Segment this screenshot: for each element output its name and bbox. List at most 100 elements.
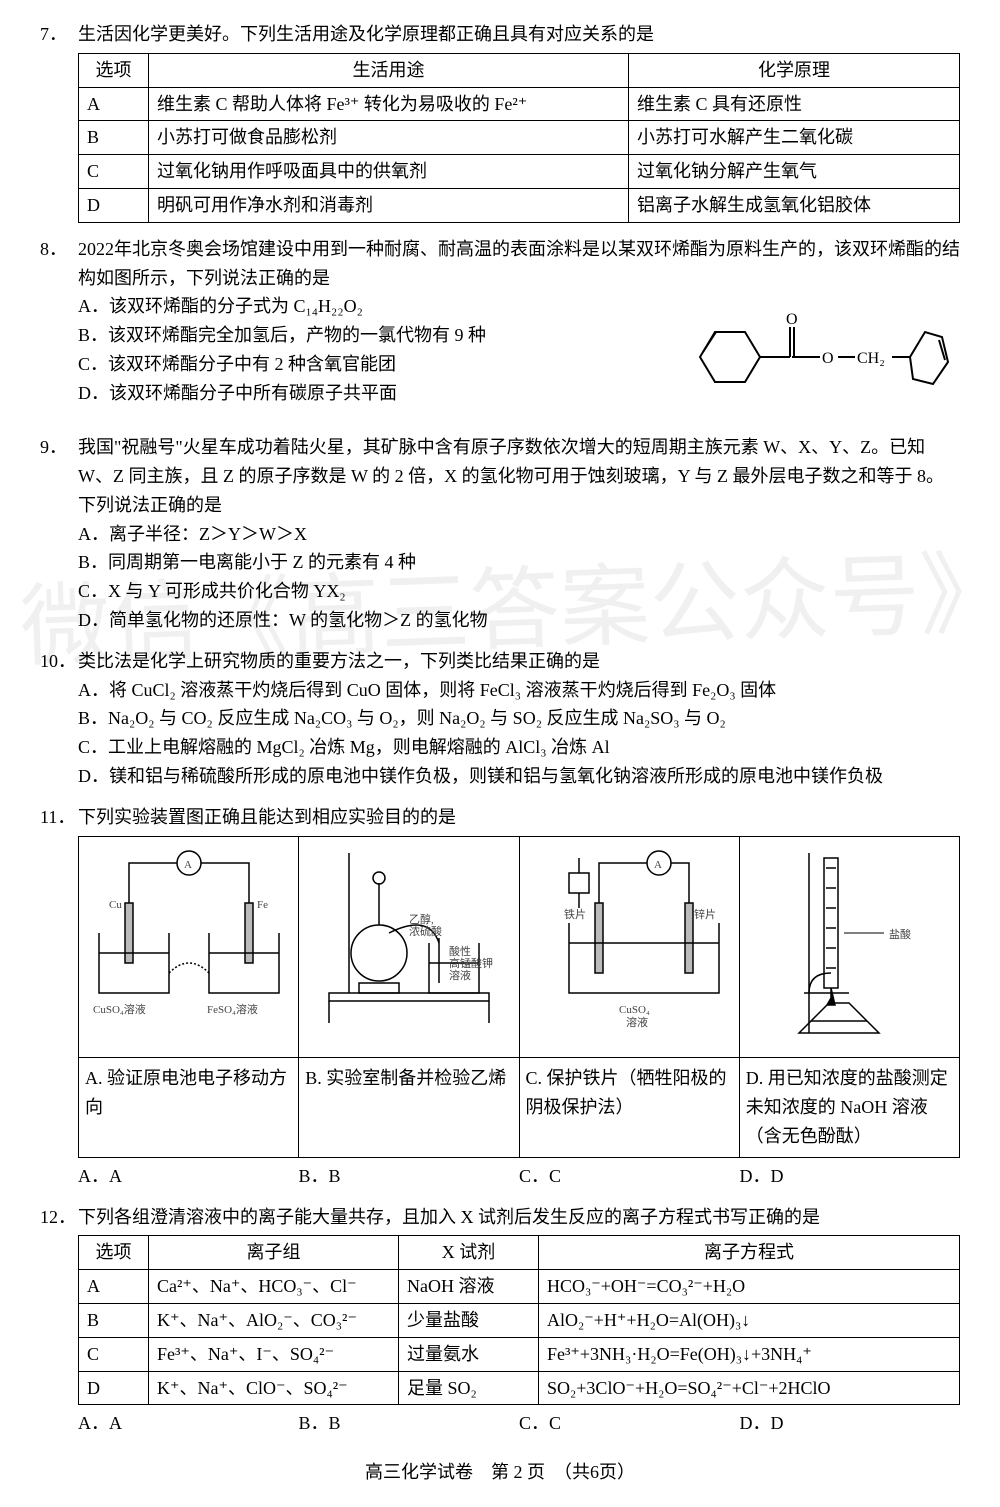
q12-choiceB: B．B bbox=[299, 1409, 520, 1438]
q12-r2c3: Fe³⁺+3NH₃·H₂O=Fe(OH)₃↓+3NH₄⁺ bbox=[539, 1337, 960, 1371]
q11-imgB: 乙醇, 浓硫酸 酸性 高锰酸钾 溶液 bbox=[299, 836, 519, 1058]
svg-text:Fe: Fe bbox=[257, 899, 268, 911]
question-9: 9． 我国"祝融号"火星车成功着陆火星，其矿脉中含有原子序数依次增大的短周期主族… bbox=[40, 433, 960, 635]
q11-capC: C. 保护铁片（牺牲阳极的阴极保护法） bbox=[519, 1058, 739, 1157]
q9-optD: D．简单氢化物的还原性：W 的氢化物＞Z 的氢化物 bbox=[40, 606, 960, 635]
q12-r0c2: NaOH 溶液 bbox=[399, 1270, 539, 1304]
q12-r3c3: SO₂+3ClO⁻+H₂O=SO₄²⁻+Cl⁻+2HClO bbox=[539, 1371, 960, 1405]
q7-r1c2: 小苏打可水解产生二氧化碳 bbox=[629, 121, 960, 155]
q10-num: 10． bbox=[40, 647, 78, 676]
q12-r0c0: A bbox=[79, 1270, 149, 1304]
question-10: 10． 类比法是化学上研究物质的重要方法之一，下列类比结果正确的是 A．将 Cu… bbox=[40, 647, 960, 791]
svg-text:酸性: 酸性 bbox=[449, 944, 471, 958]
q7-r0c0: A bbox=[79, 87, 149, 121]
q12-h1: 离子组 bbox=[149, 1236, 399, 1270]
q8-stem: 2022年北京冬奥会场馆建设中用到一种耐腐、耐高温的表面涂料是以某双环烯酯为原料… bbox=[78, 235, 960, 293]
q12-r2c1: Fe³⁺、Na⁺、I⁻、SO₄²⁻ bbox=[149, 1337, 399, 1371]
q12-r3c0: D bbox=[79, 1371, 149, 1405]
question-7: 7． 生活因化学更美好。下列生活用途及化学原理都正确且具有对应关系的是 选项 生… bbox=[40, 20, 960, 223]
q12-r1c1: K⁺、Na⁺、AlO₂⁻、CO₃²⁻ bbox=[149, 1303, 399, 1337]
q12-r1c3: AlO₂⁻+H⁺+H₂O=Al(OH)₃↓ bbox=[539, 1303, 960, 1337]
svg-text:溶液: 溶液 bbox=[626, 1015, 648, 1029]
q10-optD: D．镁和铝与稀硫酸所形成的原电池中镁作负极，则镁和铝与氢氧化钠溶液所形成的原电池… bbox=[40, 762, 960, 791]
q11-capA: A. 验证原电池电子移动方向 bbox=[79, 1058, 299, 1157]
svg-text:CH₂: CH₂ bbox=[857, 350, 885, 367]
q7-r2c1: 过氧化钠用作呼吸面具中的供氧剂 bbox=[149, 155, 629, 189]
q7-r3c1: 明矾可用作净水剂和消毒剂 bbox=[149, 188, 629, 222]
q11-imgA: A Cu Fe CuSO₄溶液 FeSO₄溶液 bbox=[79, 836, 299, 1058]
q11-choiceB: B．B bbox=[299, 1162, 520, 1191]
q7-stem: 生活因化学更美好。下列生活用途及化学原理都正确且具有对应关系的是 bbox=[78, 20, 960, 49]
q7-r1c1: 小苏打可做食品膨松剂 bbox=[149, 121, 629, 155]
q12-r1c2: 少量盐酸 bbox=[399, 1303, 539, 1337]
svg-text:CuSO₄: CuSO₄ bbox=[619, 1004, 650, 1016]
q12-num: 12． bbox=[40, 1203, 78, 1232]
q7-r3c2: 铝离子水解生成氢氧化铝胶体 bbox=[629, 188, 960, 222]
q10-optA: A．将 CuCl₂ 溶液蒸干灼烧后得到 CuO 固体，则将 FeCl₃ 溶液蒸干… bbox=[40, 676, 960, 705]
q10-optC: C．工业上电解熔融的 MgCl₂ 冶炼 Mg，则电解熔融的 AlCl₃ 冶炼 A… bbox=[40, 733, 960, 762]
svg-text:锌片: 锌片 bbox=[694, 907, 716, 921]
q8-num: 8． bbox=[40, 235, 78, 293]
q12-h3: 离子方程式 bbox=[539, 1236, 960, 1270]
q11-choiceC: C．C bbox=[519, 1162, 740, 1191]
q11-stem: 下列实验装置图正确且能达到相应实验目的的是 bbox=[78, 803, 960, 832]
q12-choiceD: D．D bbox=[740, 1409, 961, 1438]
q9-num: 9． bbox=[40, 433, 78, 519]
q11-choiceD: D．D bbox=[740, 1162, 961, 1191]
q10-optB: B．Na₂O₂ 与 CO₂ 反应生成 Na₂CO₃ 与 O₂，则 Na₂O₂ 与… bbox=[40, 704, 960, 733]
svg-text:溶液: 溶液 bbox=[449, 968, 471, 982]
q12-r2c2: 过量氨水 bbox=[399, 1337, 539, 1371]
q12-stem: 下列各组澄清溶液中的离子能大量共存，且加入 X 试剂后发生反应的离子方程式书写正… bbox=[78, 1203, 960, 1232]
svg-text:FeSO₄溶液: FeSO₄溶液 bbox=[207, 1002, 258, 1016]
q12-r1c0: B bbox=[79, 1303, 149, 1337]
svg-text:O: O bbox=[786, 311, 798, 328]
svg-text:Cu: Cu bbox=[109, 899, 122, 911]
q9-stem: 我国"祝融号"火星车成功着陆火星，其矿脉中含有原子序数依次增大的短周期主族元素 … bbox=[78, 433, 960, 519]
q7-h2: 化学原理 bbox=[629, 53, 960, 87]
q9-optA: A．离子半径：Z＞Y＞W＞X bbox=[40, 520, 960, 549]
q7-r3c0: D bbox=[79, 188, 149, 222]
q7-r0c2: 维生素 C 具有还原性 bbox=[629, 87, 960, 121]
svg-text:高锰酸钾: 高锰酸钾 bbox=[449, 956, 493, 970]
question-8: 8． 2022年北京冬奥会场馆建设中用到一种耐腐、耐高温的表面涂料是以某双环烯酯… bbox=[40, 235, 960, 421]
svg-text:浓硫酸: 浓硫酸 bbox=[409, 924, 442, 938]
q7-r2c2: 过氧化钠分解产生氧气 bbox=[629, 155, 960, 189]
q8-optA: A．该双环烯酯的分子式为 C₁₄H₂₂O₂ bbox=[40, 292, 680, 321]
q12-choiceA: A．A bbox=[78, 1409, 299, 1438]
q7-h1: 生活用途 bbox=[149, 53, 629, 87]
q7-r0c1: 维生素 C 帮助人体将 Fe³⁺ 转化为易吸收的 Fe²⁺ bbox=[149, 87, 629, 121]
svg-text:A: A bbox=[184, 859, 192, 871]
q8-optC: C．该双环烯酯分子中有 2 种含氧官能团 bbox=[40, 350, 680, 379]
q12-h0: 选项 bbox=[79, 1236, 149, 1270]
svg-text:盐酸: 盐酸 bbox=[889, 927, 911, 941]
question-12: 12． 下列各组澄清溶液中的离子能大量共存，且加入 X 试剂后发生反应的离子方程… bbox=[40, 1203, 960, 1439]
q7-h0: 选项 bbox=[79, 53, 149, 87]
q12-r0c1: Ca²⁺、Na⁺、HCO₃⁻、Cl⁻ bbox=[149, 1270, 399, 1304]
q11-choiceA: A．A bbox=[78, 1162, 299, 1191]
q8-structure-diagram: O O CH₂ bbox=[680, 292, 960, 421]
q12-r3c2: 足量 SO₂ bbox=[399, 1371, 539, 1405]
q11-imgD: 盐酸 bbox=[739, 836, 959, 1058]
q11-num: 11． bbox=[40, 803, 78, 832]
question-11: 11． 下列实验装置图正确且能达到相应实验目的的是 A Cu Fe Cu bbox=[40, 803, 960, 1191]
q11-capD: D. 用已知浓度的盐酸测定未知浓度的 NaOH 溶液（含无色酚酞） bbox=[739, 1058, 959, 1157]
q7-table: 选项 生活用途 化学原理 A维生素 C 帮助人体将 Fe³⁺ 转化为易吸收的 F… bbox=[78, 53, 960, 223]
q7-r2c0: C bbox=[79, 155, 149, 189]
svg-text:铁片: 铁片 bbox=[564, 908, 586, 921]
q11-table: A Cu Fe CuSO₄溶液 FeSO₄溶液 bbox=[78, 836, 960, 1158]
q12-r3c1: K⁺、Na⁺、ClO⁻、SO₄²⁻ bbox=[149, 1371, 399, 1405]
svg-text:O: O bbox=[822, 350, 834, 367]
q12-table: 选项 离子组 X 试剂 离子方程式 ACa²⁺、Na⁺、HCO₃⁻、Cl⁻NaO… bbox=[78, 1235, 960, 1405]
q11-capB: B. 实验室制备并检验乙烯 bbox=[299, 1058, 519, 1157]
q8-optD: D．该双环烯酯分子中所有碳原子共平面 bbox=[40, 379, 680, 408]
page-footer: 高三化学试卷 第 2 页 （共6页） bbox=[40, 1458, 960, 1487]
q8-optB: B．该双环烯酯完全加氢后，产物的一氯代物有 9 种 bbox=[40, 321, 680, 350]
q10-stem: 类比法是化学上研究物质的重要方法之一，下列类比结果正确的是 bbox=[78, 647, 960, 676]
q9-optB: B．同周期第一电离能小于 Z 的元素有 4 种 bbox=[40, 548, 960, 577]
svg-text:乙醇,: 乙醇, bbox=[409, 912, 434, 926]
svg-text:A: A bbox=[654, 859, 662, 871]
q11-imgC: A 铁片 锌片 CuSO₄ 溶液 bbox=[519, 836, 739, 1058]
q7-r1c0: B bbox=[79, 121, 149, 155]
q9-optC: C．X 与 Y 可形成共价化合物 YX₂ bbox=[40, 577, 960, 606]
q12-choiceC: C．C bbox=[519, 1409, 740, 1438]
